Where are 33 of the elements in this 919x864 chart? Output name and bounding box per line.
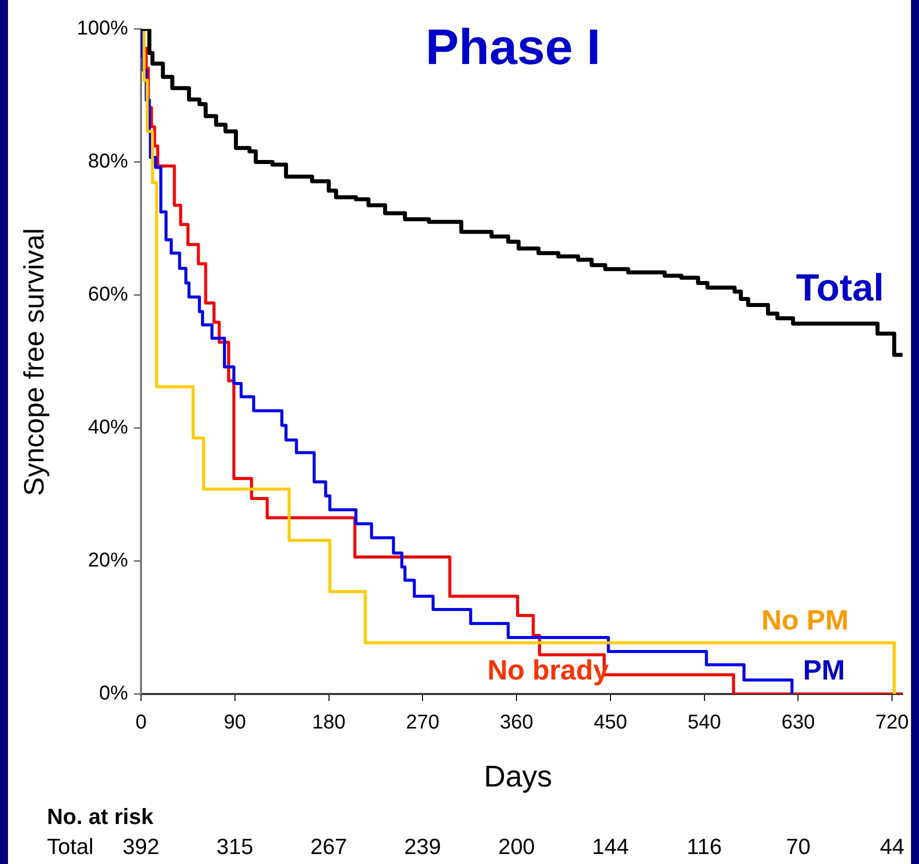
text: Total: [47, 834, 94, 860]
x-tick-label: 630: [782, 712, 815, 734]
y-tick-label: 60%: [88, 284, 128, 306]
x-tick-label: 450: [594, 712, 628, 734]
x-tick-label: 540: [688, 712, 722, 734]
text: 70: [786, 834, 810, 860]
chart-title: Phase I: [425, 18, 601, 75]
series-label: No brady: [487, 654, 610, 686]
y-tick-label: 40%: [88, 416, 128, 439]
x-tick-label: 0: [135, 712, 147, 734]
text: 239: [404, 834, 442, 860]
y-tick-label: 0%: [99, 682, 128, 705]
y-tick-label: 20%: [88, 550, 128, 572]
text: No. at risk: [47, 804, 154, 830]
x-tick-label: 720: [875, 712, 909, 734]
x-tick-label: 360: [500, 712, 534, 734]
x-tick-label: 180: [312, 712, 346, 734]
text: 392: [122, 834, 160, 860]
text: 144: [592, 834, 629, 860]
text: 44: [880, 834, 904, 860]
series-label: Total: [796, 267, 884, 310]
text: 116: [686, 834, 722, 860]
x-axis-title: Days: [484, 760, 552, 794]
text: 200: [498, 834, 535, 860]
y-axis-title: Syncope free survival: [18, 228, 50, 496]
series-label: No PM: [761, 604, 849, 636]
text: 315: [216, 834, 254, 860]
x-tick-label: 270: [406, 712, 440, 734]
text: 267: [310, 834, 348, 860]
y-tick-label: 100%: [76, 18, 128, 40]
x-tick-label: 90: [224, 712, 246, 734]
series-label: PM: [803, 654, 845, 686]
y-tick-label: 80%: [88, 150, 128, 173]
